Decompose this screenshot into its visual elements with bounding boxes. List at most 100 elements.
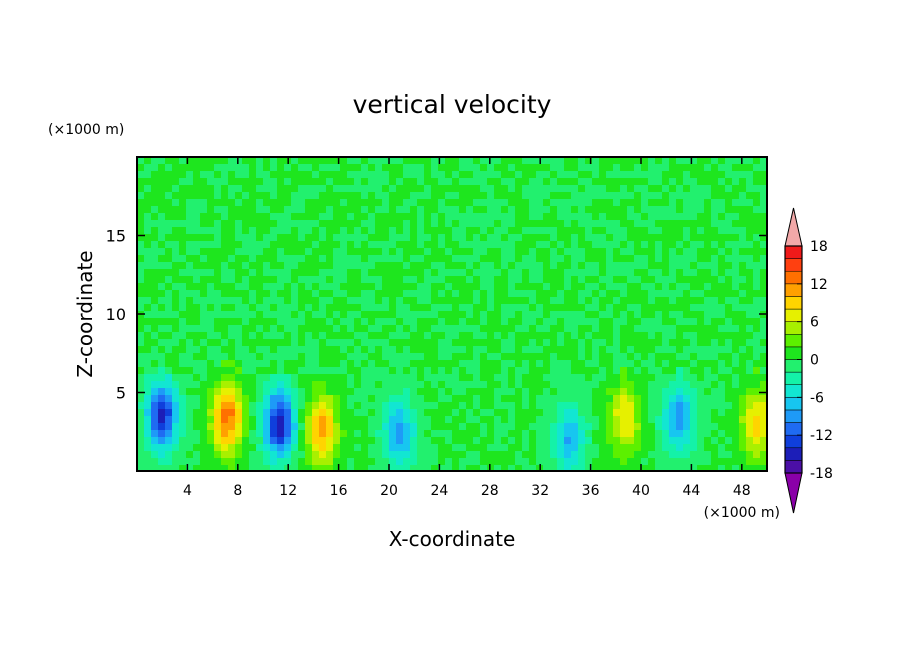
field-cell xyxy=(172,178,180,186)
field-cell xyxy=(319,318,327,326)
field-cell xyxy=(333,451,341,459)
field-cell xyxy=(606,297,614,305)
field-cell xyxy=(361,311,369,319)
field-cell xyxy=(522,346,530,354)
field-cell xyxy=(592,290,600,298)
field-cell xyxy=(620,276,628,284)
field-cell xyxy=(753,409,761,417)
field-cell xyxy=(641,458,649,466)
field-cell xyxy=(263,367,271,375)
field-cell xyxy=(592,409,600,417)
field-cell xyxy=(179,437,187,445)
field-cell xyxy=(179,444,187,452)
field-cell xyxy=(284,164,292,172)
field-cell xyxy=(375,374,383,382)
field-cell xyxy=(564,409,572,417)
field-cell xyxy=(543,388,551,396)
field-cell xyxy=(683,360,691,368)
field-cell xyxy=(368,458,376,466)
field-cell xyxy=(235,220,243,228)
field-cell xyxy=(725,458,733,466)
field-cell xyxy=(599,332,607,340)
field-cell xyxy=(676,248,684,256)
field-cell xyxy=(669,311,677,319)
field-cell xyxy=(760,269,767,277)
field-cell xyxy=(340,381,348,389)
field-cell xyxy=(298,199,306,207)
field-cell xyxy=(340,199,348,207)
field-cell xyxy=(459,339,467,347)
field-cell xyxy=(571,416,579,424)
field-cell xyxy=(256,283,264,291)
field-cell xyxy=(662,325,670,333)
field-cell xyxy=(480,458,488,466)
field-cell xyxy=(669,178,677,186)
field-cell xyxy=(326,171,334,179)
field-cell xyxy=(683,374,691,382)
field-cell xyxy=(158,388,166,396)
field-cell xyxy=(186,325,194,333)
field-cell xyxy=(648,451,656,459)
field-cell xyxy=(312,409,320,417)
field-cell xyxy=(760,283,767,291)
field-cell xyxy=(207,409,215,417)
field-cell xyxy=(655,241,663,249)
field-cell xyxy=(284,220,292,228)
field-cell xyxy=(291,353,299,361)
field-cell xyxy=(529,325,537,333)
field-cell xyxy=(165,178,173,186)
field-cell xyxy=(417,178,425,186)
field-cell xyxy=(431,157,439,165)
field-cell xyxy=(242,290,250,298)
field-cell xyxy=(340,374,348,382)
field-cell xyxy=(403,283,411,291)
field-cell xyxy=(452,416,460,424)
field-cell xyxy=(655,269,663,277)
field-cell xyxy=(193,276,201,284)
field-cell xyxy=(557,234,565,242)
field-cell xyxy=(480,276,488,284)
field-cell xyxy=(585,444,593,452)
field-cell xyxy=(319,213,327,221)
field-cell xyxy=(634,262,642,270)
field-cell xyxy=(592,185,600,193)
field-cell xyxy=(676,157,684,165)
field-cell xyxy=(319,451,327,459)
field-cell xyxy=(746,318,754,326)
field-cell xyxy=(452,297,460,305)
field-cell xyxy=(690,451,698,459)
field-cell xyxy=(382,171,390,179)
field-cell xyxy=(753,227,761,235)
field-cell xyxy=(298,192,306,200)
field-cell xyxy=(648,430,656,438)
field-cell xyxy=(144,339,152,347)
field-cell xyxy=(564,185,572,193)
field-cell xyxy=(466,213,474,221)
field-cell xyxy=(403,255,411,263)
field-cell xyxy=(564,416,572,424)
field-cell xyxy=(746,458,754,466)
field-cell xyxy=(494,241,502,249)
field-cell xyxy=(746,409,754,417)
field-cell xyxy=(739,178,747,186)
field-cell xyxy=(319,241,327,249)
field-cell xyxy=(473,465,481,471)
field-cell xyxy=(711,444,719,452)
field-cell xyxy=(487,318,495,326)
field-cell xyxy=(739,241,747,249)
field-cell xyxy=(403,234,411,242)
field-cell xyxy=(326,318,334,326)
field-cell xyxy=(410,255,418,263)
field-cell xyxy=(200,374,208,382)
field-cell xyxy=(613,311,621,319)
field-cell xyxy=(515,388,523,396)
field-cell xyxy=(207,423,215,431)
field-cell xyxy=(578,248,586,256)
field-cell xyxy=(536,283,544,291)
field-cell xyxy=(200,248,208,256)
field-cell xyxy=(613,199,621,207)
field-cell xyxy=(144,276,152,284)
field-cell xyxy=(592,311,600,319)
field-cell xyxy=(389,199,397,207)
field-cell xyxy=(669,395,677,403)
